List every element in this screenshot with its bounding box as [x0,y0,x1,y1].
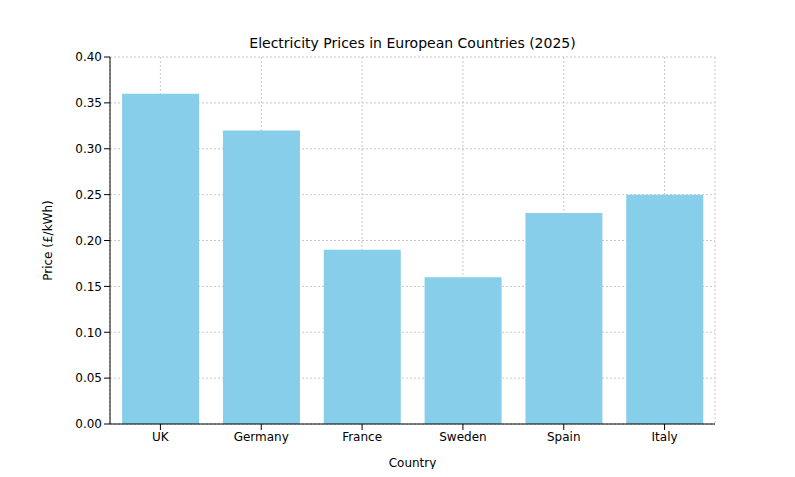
svg-text:Country: Country [389,456,437,469]
svg-text:0.40: 0.40 [75,50,102,64]
svg-text:Price (£/kWh): Price (£/kWh) [41,200,55,281]
svg-text:Germany: Germany [234,430,289,444]
svg-text:0.15: 0.15 [75,280,102,294]
html-text:Electricity Prices in European: Electricity Prices in European Countries… [249,35,576,51]
svg-text:0.35: 0.35 [75,96,102,110]
svg-text:Spain: Spain [547,430,581,444]
svg-text:0.25: 0.25 [75,188,102,202]
svg-text:0.00: 0.00 [75,417,102,431]
svg-text:0.05: 0.05 [75,371,102,385]
svg-text:Italy: Italy [652,430,678,444]
svg-text:0.20: 0.20 [75,234,102,248]
svg-text:UK: UK [152,430,170,444]
svg-text:France: France [342,430,382,444]
svg-text:Sweden: Sweden [439,430,486,444]
svg-text:0.30: 0.30 [75,142,102,156]
svg-text:0.10: 0.10 [75,326,102,340]
